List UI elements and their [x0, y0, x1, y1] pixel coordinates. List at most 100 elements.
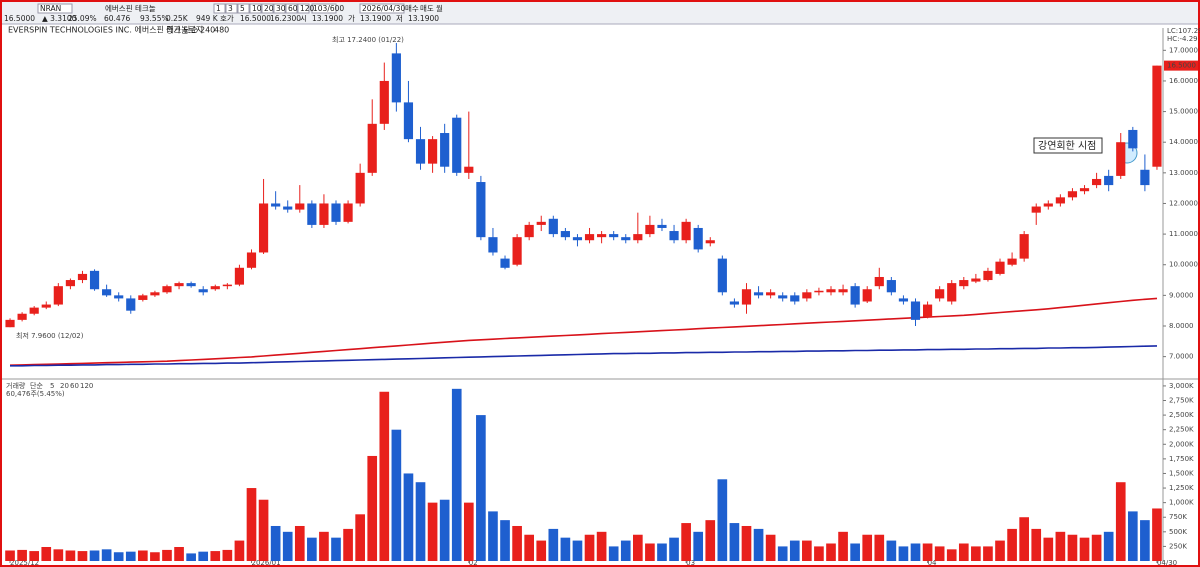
volume-bar [705, 520, 716, 561]
y-tick-label: 750K [1169, 513, 1187, 521]
y-tick-label: 9.0000 [1169, 291, 1194, 299]
volume-bar [838, 531, 848, 561]
candle-body [150, 292, 160, 296]
volume-bar [174, 546, 184, 561]
volume-bar [814, 546, 824, 561]
legend-entry: 120 [80, 382, 93, 390]
candle-body [464, 166, 474, 173]
volume-bar [41, 546, 52, 561]
candle-body [814, 290, 824, 293]
candle-body [1092, 178, 1102, 186]
buy-button[interactable]: 매수 [405, 4, 419, 13]
code-input[interactable] [37, 3, 73, 14]
x-tick-label: 04 [928, 559, 937, 567]
candle-body [778, 295, 788, 299]
quote-field: 가 [348, 14, 355, 23]
quote-field: 호가 [220, 14, 234, 23]
volume-bar [536, 540, 547, 561]
volume-bar [524, 534, 535, 561]
legend-entry: 20 [60, 382, 69, 390]
y-tick-label: 11.0000 [1169, 230, 1198, 238]
date-box[interactable] [359, 3, 405, 14]
volume-bar [789, 540, 800, 561]
candle-body [17, 313, 27, 320]
candle-body [584, 234, 595, 241]
volume-bar [463, 502, 474, 561]
volume-bar [584, 534, 595, 561]
volume-bar [1091, 534, 1102, 561]
sell-button[interactable]: 매도 [420, 4, 434, 13]
period-button[interactable] [249, 3, 262, 14]
volume-bar [1019, 517, 1029, 561]
candle-body [102, 289, 112, 296]
legend-entry: 480 [214, 26, 229, 35]
callout-box [1033, 137, 1103, 154]
candle-body [536, 221, 546, 225]
candle-body [53, 286, 63, 305]
volume-bar [657, 543, 667, 561]
candle-body [1055, 197, 1065, 204]
volume-bar [572, 540, 583, 561]
period-button[interactable] [225, 3, 238, 14]
y-tick-label: 16.0000 [1169, 77, 1198, 85]
candle-body [898, 298, 909, 302]
moving-average-line [9, 297, 1158, 366]
candle-body [609, 234, 619, 238]
period-label: 5 [240, 4, 245, 13]
candle-body [524, 224, 534, 238]
candle-body [186, 283, 196, 287]
callout: 강연회한 시점 [1038, 140, 1096, 152]
period-button[interactable] [213, 3, 226, 14]
period-label: 30 [276, 4, 286, 13]
volume-bar [391, 429, 402, 561]
candle-body [29, 307, 39, 314]
volume-bar [258, 499, 269, 561]
candle-body [65, 280, 75, 287]
candle-body [645, 224, 655, 235]
volume-bar [1115, 482, 1126, 561]
quote-field: 0.25K [166, 14, 189, 23]
volume-bar [138, 550, 148, 561]
y-tick-label: 10.0000 [1169, 261, 1198, 269]
quote-field: ▲ 3.3100 [42, 14, 77, 23]
low-note: 최저 7.9600 (12/02) [16, 331, 84, 340]
volume-bar [234, 540, 245, 561]
candle-body [1043, 203, 1053, 207]
volume-bar [741, 525, 752, 561]
candle-body [1067, 191, 1078, 198]
volume-bar [113, 552, 124, 561]
volume-bar [439, 499, 450, 561]
y-tick-label: 2,000K [1169, 440, 1194, 448]
corner-note: LC:107.29 [1167, 27, 1200, 35]
candle-body [1031, 206, 1041, 213]
candle-body [922, 304, 933, 317]
volume-bar [874, 534, 885, 561]
candle-body [331, 203, 341, 222]
period-label: 120 [300, 4, 315, 13]
period-button[interactable] [297, 3, 310, 14]
month-button[interactable]: 월 [436, 3, 443, 13]
code: NRAN [40, 4, 61, 13]
volume-bar [282, 531, 293, 561]
period-button[interactable] [273, 3, 286, 14]
quote-field: 16.5000 [4, 14, 35, 23]
candle-body [1007, 258, 1017, 265]
quote-field: 13.1900 [312, 14, 343, 23]
volume-bar [89, 550, 100, 561]
quote-field: 60.476 [104, 14, 130, 23]
candle-body [753, 292, 764, 296]
period-button[interactable] [237, 3, 250, 14]
moving-average-line [10, 345, 1158, 367]
quote-field: 16.2300 [270, 14, 301, 23]
candle-body [971, 278, 981, 282]
candle-body [234, 267, 245, 285]
volume-bar [307, 537, 317, 561]
volume-bar [1079, 537, 1090, 561]
candle-body [5, 319, 15, 328]
candle-body [983, 270, 993, 281]
period-button[interactable] [285, 3, 298, 14]
period-button[interactable] [261, 3, 274, 14]
volume-bar [850, 543, 860, 561]
legend-entry: 60 [70, 382, 79, 390]
volume-bar [608, 546, 619, 561]
